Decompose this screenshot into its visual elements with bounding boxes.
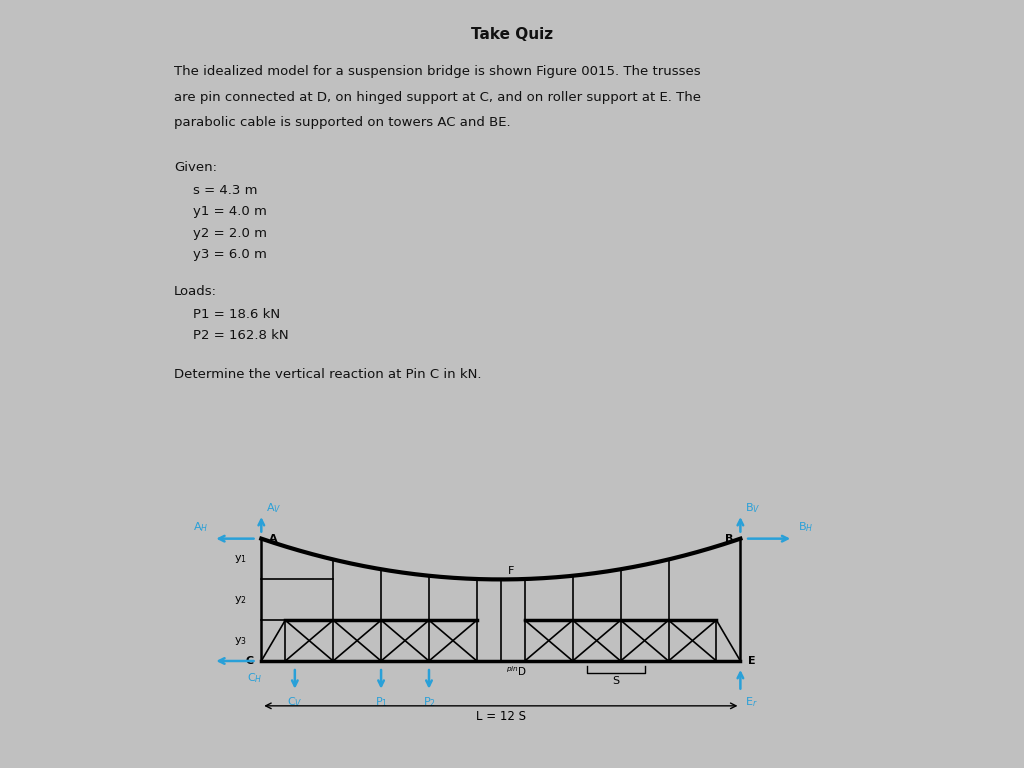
Text: L = 12 S: L = 12 S <box>476 710 526 723</box>
Text: C$_V$: C$_V$ <box>287 696 303 710</box>
Text: Loads:: Loads: <box>174 285 217 298</box>
Text: y2 = 2.0 m: y2 = 2.0 m <box>193 227 266 240</box>
Text: B: B <box>725 534 733 544</box>
Text: y$_2$: y$_2$ <box>234 594 247 606</box>
Text: s = 4.3 m: s = 4.3 m <box>193 184 257 197</box>
Text: B$_V$: B$_V$ <box>745 502 761 515</box>
Text: F: F <box>508 566 514 576</box>
Text: y$_3$: y$_3$ <box>234 634 247 647</box>
Text: A: A <box>268 534 278 544</box>
Text: are pin connected at D, on hinged support at C, and on roller support at E. The: are pin connected at D, on hinged suppor… <box>174 91 701 104</box>
Text: E$_r$: E$_r$ <box>745 696 758 710</box>
Text: y$_1$: y$_1$ <box>234 553 247 565</box>
Text: y3 = 6.0 m: y3 = 6.0 m <box>193 248 266 261</box>
Text: S: S <box>612 677 620 687</box>
Text: A$_H$: A$_H$ <box>194 520 209 534</box>
Text: $^{pin}$D: $^{pin}$D <box>506 664 526 678</box>
Text: The idealized model for a suspension bridge is shown Figure 0015. The trusses: The idealized model for a suspension bri… <box>174 65 700 78</box>
Text: B$_H$: B$_H$ <box>798 520 813 534</box>
Text: A$_V$: A$_V$ <box>266 502 282 515</box>
Text: parabolic cable is supported on towers AC and BE.: parabolic cable is supported on towers A… <box>174 116 511 129</box>
Text: C: C <box>246 656 254 666</box>
Text: P2 = 162.8 kN: P2 = 162.8 kN <box>193 329 288 343</box>
Text: Given:: Given: <box>174 161 217 174</box>
Text: C$_H$: C$_H$ <box>247 671 262 685</box>
Text: P$_1$: P$_1$ <box>375 696 388 710</box>
Text: Determine the vertical reaction at Pin C in kN.: Determine the vertical reaction at Pin C… <box>174 368 481 381</box>
Text: Take Quiz: Take Quiz <box>471 27 553 42</box>
Text: P$_2$: P$_2$ <box>423 696 435 710</box>
Text: P1 = 18.6 kN: P1 = 18.6 kN <box>193 308 280 321</box>
Text: E: E <box>748 656 755 666</box>
Text: y1 = 4.0 m: y1 = 4.0 m <box>193 205 266 218</box>
